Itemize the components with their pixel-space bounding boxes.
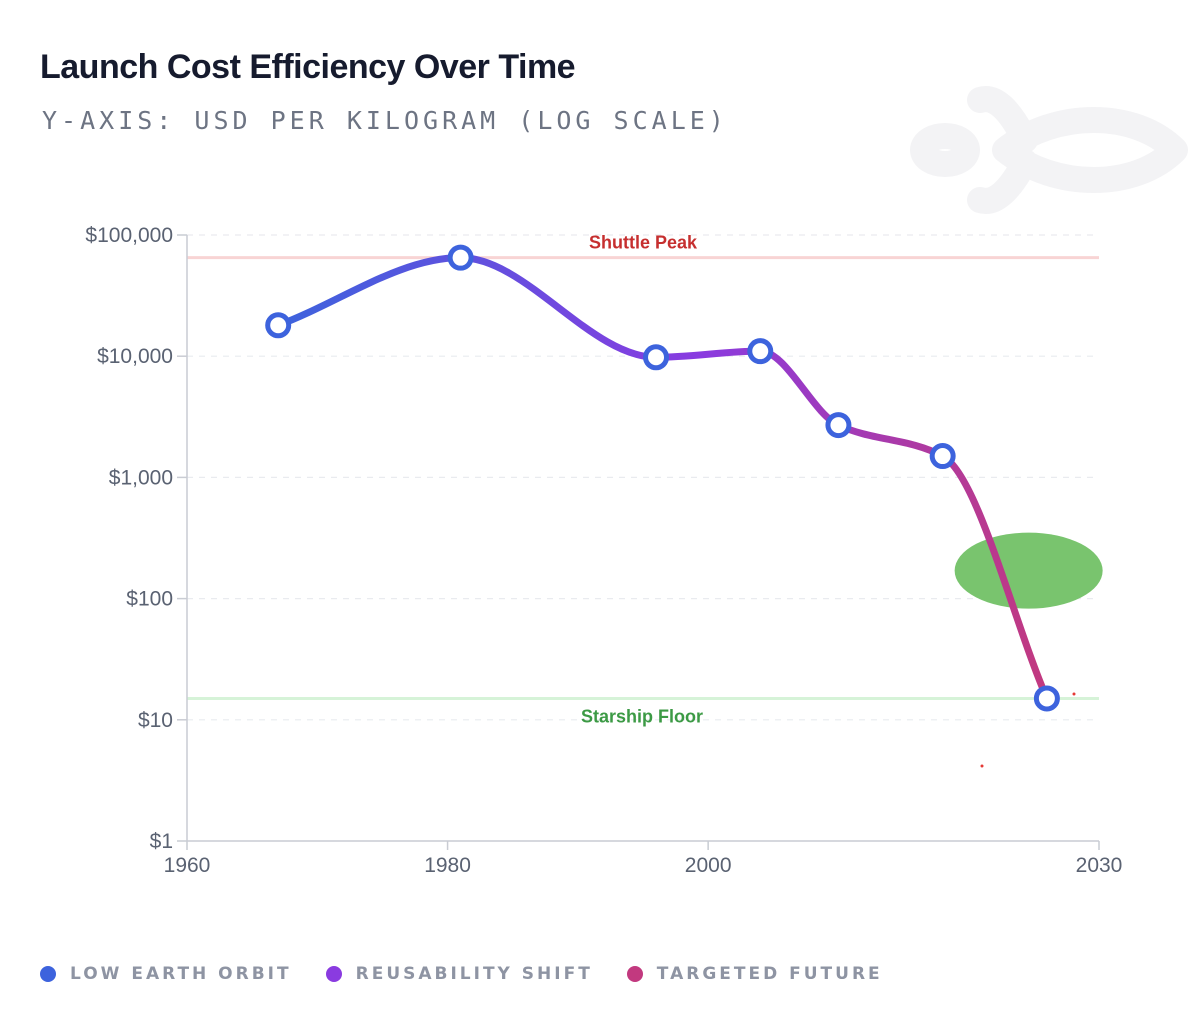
legend-label: REUSABILITY SHIFT xyxy=(355,964,593,984)
artifact-dot xyxy=(980,764,984,768)
x-tick-label: 2000 xyxy=(685,854,732,877)
data-point xyxy=(929,443,956,470)
y-tick-label: $100,000 xyxy=(85,224,173,247)
data-point xyxy=(643,344,670,371)
legend-item-targeted-future: TARGETED FUTURE xyxy=(626,964,883,984)
y-tick-label: $1 xyxy=(150,830,173,853)
legend-dot xyxy=(40,966,56,982)
chart-subtitle: Y-AXIS: USD PER KILOGRAM (LOG SCALE) xyxy=(42,106,728,135)
chart-legend: LOW EARTH ORBIT REUSABILITY SHIFT TARGET… xyxy=(40,964,883,984)
chart-title: Launch Cost Efficiency Over Time xyxy=(40,48,576,86)
legend-item-low-earth-orbit: LOW EARTH ORBIT xyxy=(40,964,292,984)
reference-label: Shuttle Peak xyxy=(589,233,698,253)
data-point xyxy=(265,312,292,339)
y-tick-label: $100 xyxy=(126,588,173,611)
data-point xyxy=(1033,685,1060,712)
y-tick-label: $10,000 xyxy=(97,345,173,368)
legend-label: TARGETED FUTURE xyxy=(656,964,883,984)
reference-label: Starship Floor xyxy=(581,706,703,726)
data-point xyxy=(825,412,852,439)
data-point xyxy=(447,244,474,271)
x-tick-label: 2030 xyxy=(1076,854,1123,877)
rocket-icon xyxy=(910,86,1188,214)
legend-dot xyxy=(626,966,643,982)
annotation-ellipse xyxy=(954,532,1103,609)
legend-dot xyxy=(325,966,342,982)
series-line xyxy=(274,254,1051,702)
legend-item-reusability-shift: REUSABILITY SHIFT xyxy=(325,964,593,984)
artifact-dot xyxy=(1072,692,1076,696)
x-tick-label: 1980 xyxy=(424,854,471,877)
chart-canvas: Shuttle Peak Starship Floor $1 $10 $100 $1,0… xyxy=(85,224,1123,877)
data-point xyxy=(747,338,774,365)
y-tick-label: $1,000 xyxy=(109,466,173,489)
x-tick-label: 1960 xyxy=(164,854,211,877)
y-tick-label: $10 xyxy=(138,709,173,732)
legend-label: LOW EARTH ORBIT xyxy=(70,964,292,984)
